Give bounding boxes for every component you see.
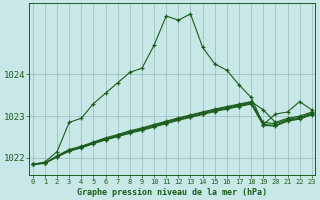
X-axis label: Graphe pression niveau de la mer (hPa): Graphe pression niveau de la mer (hPa) <box>77 188 267 197</box>
